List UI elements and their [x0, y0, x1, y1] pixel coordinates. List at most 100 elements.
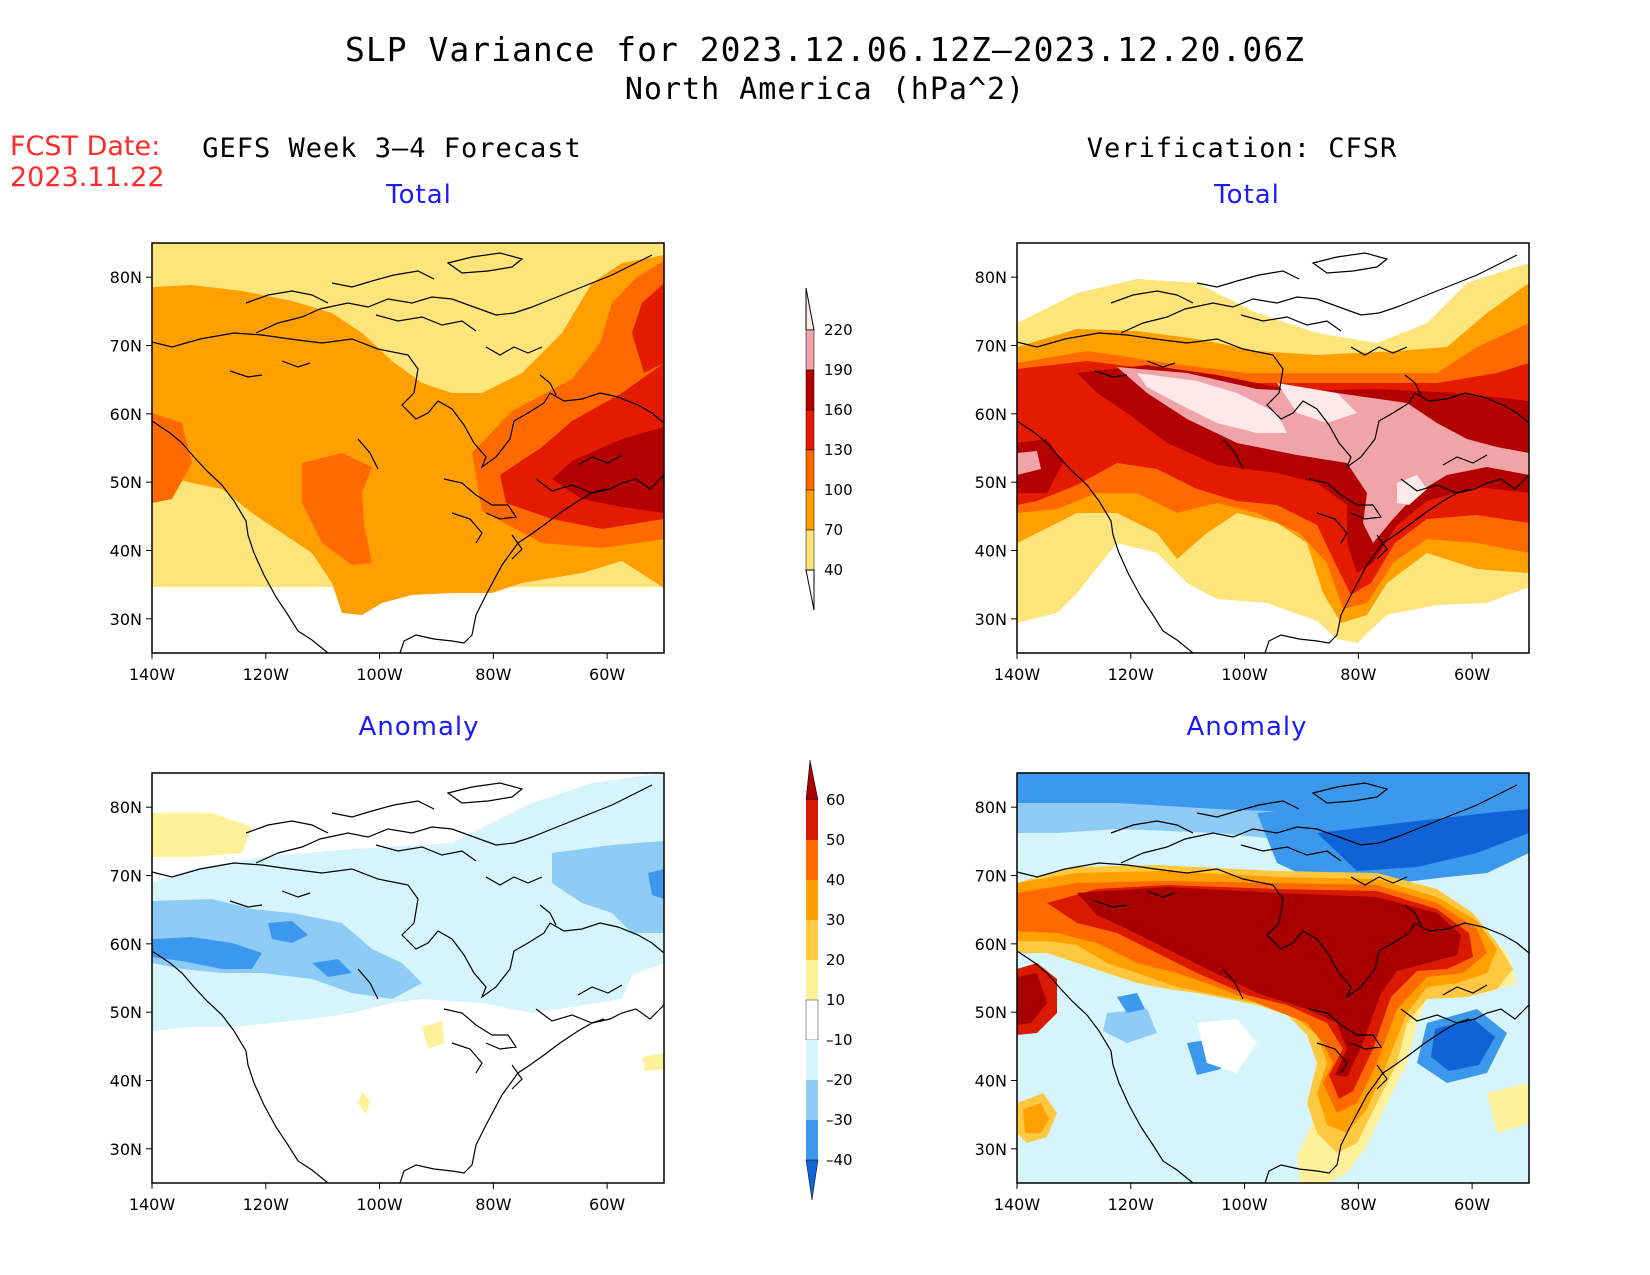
field-neg20-neg30 [152, 899, 422, 999]
colorbar-total: 220 190 160 130 100 70 40 [805, 287, 853, 611]
map-verification-anomaly [1016, 772, 1530, 1193]
lon-label: 100W [1221, 1195, 1268, 1214]
column-title-forecast: GEFS Week 3–4 Forecast [202, 133, 582, 164]
lon-label: 120W [1108, 1195, 1155, 1214]
field-neg30-neg40 [152, 937, 262, 969]
lat-label: 40N [975, 1072, 1007, 1091]
colorbar-anomaly-label-50: 50 [826, 831, 845, 849]
colorbar-anomaly-swatch-neutral [805, 999, 819, 1041]
panel-title-verification-anomaly: Anomaly [1186, 712, 1308, 742]
field-under-neg40-atlantic [1431, 1019, 1495, 1071]
map-verification-total [1016, 242, 1530, 654]
field-neg20-neg30-west [1103, 1009, 1157, 1043]
lat-label: 30N [110, 1140, 142, 1159]
colorbar-anomaly-swatch-10 [806, 960, 818, 1000]
lat-label: 40N [975, 542, 1007, 561]
field-10-20-atlantic [642, 1053, 664, 1071]
lat-label: 80N [110, 798, 142, 817]
lat-label: 60N [110, 405, 142, 424]
axes-layer: 80N 70N 60N 50N 40N 30N 140W 120W 100W 80W 60W 80N 7… [110, 268, 1491, 1214]
panel-title-verification-total: Total [1214, 180, 1280, 210]
field-100-130-pacific [152, 413, 192, 503]
lon-label: 120W [1108, 665, 1155, 684]
colorbar-total-swatch-40 [805, 529, 815, 571]
field-neg30-neg40-west [1117, 993, 1145, 1013]
fcst-date-value: 2023.11.22 [10, 162, 165, 193]
colorbar-anomaly-cap-bottom [805, 1159, 819, 1201]
colorbar-total-swatch-190 [805, 329, 815, 371]
lon-label: 100W [1221, 665, 1268, 684]
lon-label: 80W [475, 665, 511, 684]
lat-label: 50N [110, 1003, 142, 1022]
field-over-220-east [1277, 383, 1357, 423]
lat-label: 80N [975, 268, 1007, 287]
figure-title: SLP Variance for 2023.12.06.12Z–2023.12.… [345, 30, 1305, 69]
field-over-220 [1137, 373, 1287, 433]
colorbar-anomaly-swatch-40 [806, 840, 818, 880]
lon-label: 140W [129, 1195, 176, 1214]
field-over-60-pacific [1017, 973, 1047, 1025]
colorbar-anomaly-label-20: 20 [826, 951, 845, 969]
colorbar-anomaly-label-neg40: –40 [826, 1151, 853, 1169]
field-neg30-neg40-east [648, 869, 664, 899]
map-frame [151, 242, 665, 654]
colorbar-anomaly-label-neg20: –20 [826, 1071, 853, 1089]
colorbar-anomaly-swatch-neg20 [806, 1080, 818, 1120]
field-190-220-pacific [1017, 451, 1041, 475]
field-over-60 [1077, 887, 1461, 1077]
lat-label: 50N [975, 473, 1007, 492]
lon-label: 60W [1454, 665, 1490, 684]
panel-title-forecast-anomaly: Anomaly [358, 712, 480, 742]
lat-label: 30N [975, 1140, 1007, 1159]
lon-label: 80W [475, 1195, 511, 1214]
field-neg20-neg30-east [552, 841, 664, 933]
colorbar-total-label-100: 100 [824, 481, 853, 499]
field-neg30-neg40-south [312, 959, 352, 977]
field-under-neg40 [1317, 809, 1529, 871]
figure-subtitle: North America (hPa^2) [624, 72, 1026, 107]
lon-label: 140W [994, 665, 1041, 684]
lon-label: 60W [589, 665, 625, 684]
map-forecast-anomaly [151, 772, 665, 1184]
lat-label: 70N [110, 337, 142, 356]
map-frame [151, 772, 665, 1184]
lat-label: 40N [110, 1072, 142, 1091]
colorbar-total-label-70: 70 [824, 521, 843, 539]
colorbar-anomaly-swatch-30 [806, 880, 818, 920]
colorbar-total-swatch-160 [805, 369, 815, 411]
lat-label: 70N [975, 337, 1007, 356]
lon-label: 140W [994, 1195, 1041, 1214]
field-10-20-atlantic [1487, 1083, 1529, 1133]
lat-label: 30N [110, 610, 142, 629]
colorbar-anomaly: 60 50 40 30 20 10 –10 –20 –30 –40 [805, 759, 853, 1201]
field-neg30-neg40-center [268, 921, 308, 943]
colorbar-anomaly-swatch-50 [806, 800, 818, 840]
colorbar-total-label-40: 40 [824, 561, 843, 579]
lat-label: 50N [975, 1003, 1007, 1022]
lat-label: 60N [975, 405, 1007, 424]
colorbar-total-swatch-130 [805, 409, 815, 451]
field-over-220-atlantic [1397, 475, 1427, 505]
lon-label: 120W [243, 665, 290, 684]
colorbar-total-label-190: 190 [824, 361, 853, 379]
field-160-190 [552, 427, 664, 513]
lon-label: 120W [243, 1195, 290, 1214]
map-forecast-total [151, 242, 665, 654]
lat-label: 40N [110, 542, 142, 561]
lat-label: 70N [975, 867, 1007, 886]
colorbar-total-cap-bottom [805, 569, 815, 611]
colorbar-anomaly-cap-top [805, 759, 819, 801]
colorbar-total-label-130: 130 [824, 441, 853, 459]
lon-label: 60W [1454, 1195, 1490, 1214]
colorbar-anomaly-swatch-neg10 [806, 1040, 818, 1080]
field-100-130-west [302, 453, 372, 565]
lat-label: 60N [975, 935, 1007, 954]
map-frame [1016, 242, 1530, 654]
lon-label: 140W [129, 665, 176, 684]
lat-label: 30N [975, 610, 1007, 629]
field-10-20 [152, 813, 252, 857]
lat-label: 80N [975, 798, 1007, 817]
lon-label: 100W [356, 1195, 403, 1214]
colorbar-total-cap-top [805, 287, 815, 331]
